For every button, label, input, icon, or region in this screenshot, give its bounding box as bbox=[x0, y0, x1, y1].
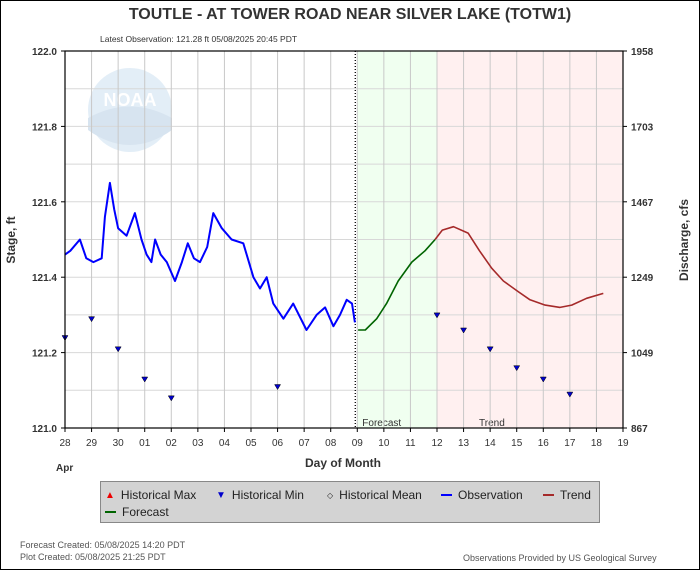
legend-historical-max: ▲ Historical Max bbox=[105, 488, 196, 502]
y-tick-label: 121.4 bbox=[32, 273, 57, 284]
y2-tick-label: 1049 bbox=[631, 349, 654, 360]
legend-observation: Observation bbox=[441, 488, 523, 502]
plot-border bbox=[64, 50, 624, 429]
historical-min-marker bbox=[88, 316, 96, 323]
x-tick-label: 01 bbox=[139, 438, 151, 449]
trend-line bbox=[434, 225, 604, 309]
x-tick-label: 19 bbox=[617, 438, 629, 449]
historical-min-marker bbox=[167, 395, 175, 402]
x-tick-label: 28 bbox=[59, 438, 71, 449]
legend-label: Historical Mean bbox=[339, 488, 422, 502]
forecast-line bbox=[358, 238, 436, 331]
historical-min-marker bbox=[566, 391, 574, 398]
y-tick-label: 122.0 bbox=[32, 47, 57, 58]
x-tick-label: 03 bbox=[192, 438, 204, 449]
legend-label: Observation bbox=[458, 488, 523, 502]
x-tick-label: 17 bbox=[564, 438, 576, 449]
y2-tick-label: 1958 bbox=[631, 47, 654, 58]
x-tick-label: 05 bbox=[245, 438, 257, 449]
x-tick-label: 18 bbox=[591, 438, 603, 449]
x-tick-label: 10 bbox=[378, 438, 390, 449]
x-tick-label: 30 bbox=[113, 438, 125, 449]
legend-label: Historical Max bbox=[120, 488, 197, 502]
historical-min-marker bbox=[433, 312, 441, 319]
legend: ▲ Historical Max ▼ Historical Min ◇ Histori… bbox=[100, 481, 600, 523]
x-axis-label: Day of Month bbox=[305, 456, 381, 470]
y2-tick-label: 1703 bbox=[631, 122, 654, 133]
historical-min-marker bbox=[486, 346, 494, 353]
y-tick-label: 121.8 bbox=[32, 122, 57, 133]
chart-title: TOUTLE - AT TOWER ROAD NEAR SILVER LAKE … bbox=[129, 6, 571, 23]
noaa-logo: NOAA bbox=[88, 68, 172, 152]
x-tick-label: 29 bbox=[86, 438, 98, 449]
line-icon bbox=[543, 494, 554, 496]
x-tick-label: 13 bbox=[458, 438, 470, 449]
y2-axis-label: Discharge, cfs bbox=[677, 199, 691, 281]
triangle-up-icon: ▲ bbox=[105, 489, 115, 501]
x-tick-label: 12 bbox=[431, 438, 443, 449]
historical-min-marker bbox=[513, 365, 521, 372]
x-tick-label: 16 bbox=[538, 438, 550, 449]
y2-tick-label: 1467 bbox=[631, 198, 654, 209]
historical-min-marker bbox=[114, 346, 122, 353]
y-tick-label: 121.0 bbox=[32, 424, 57, 435]
x-tick-label: 02 bbox=[166, 438, 178, 449]
historical-min-marker bbox=[460, 327, 468, 334]
region-label-forecast: Forecast bbox=[362, 418, 401, 429]
observation-line bbox=[64, 181, 356, 331]
plot-created: Plot Created: 05/08/2025 21:25 PDT bbox=[20, 552, 166, 562]
x-tick-label: 04 bbox=[219, 438, 231, 449]
legend-trend: Trend bbox=[543, 488, 591, 502]
line-icon bbox=[105, 511, 116, 513]
month-label: Apr bbox=[56, 463, 73, 474]
legend-historical-min: ▼ Historical Min bbox=[216, 488, 304, 502]
data-provider: Observations Provided by US Geological S… bbox=[463, 553, 657, 563]
x-tick-label: 14 bbox=[485, 438, 497, 449]
x-tick-label: 15 bbox=[511, 438, 523, 449]
logo-text: NOAA bbox=[104, 90, 157, 110]
region-label-trend: Trend bbox=[479, 418, 505, 429]
legend-label: Forecast bbox=[122, 505, 169, 519]
latest-observation: Latest Observation: 121.28 ft 05/08/2025… bbox=[100, 34, 297, 44]
y2-tick-label: 1249 bbox=[631, 273, 654, 284]
legend-forecast: Forecast bbox=[105, 505, 169, 519]
logo-wave bbox=[88, 106, 172, 145]
legend-label: Trend bbox=[560, 488, 591, 502]
legend-historical-mean: ◇ Historical Mean bbox=[327, 488, 422, 502]
x-tick-label: 08 bbox=[325, 438, 337, 449]
y-tick-label: 121.6 bbox=[32, 198, 57, 209]
diamond-icon: ◇ bbox=[327, 490, 334, 500]
historical-min-marker bbox=[274, 384, 282, 391]
historical-min-marker bbox=[141, 376, 149, 383]
y-tick-label: 121.2 bbox=[32, 349, 57, 360]
historical-min-marker bbox=[539, 376, 547, 383]
x-tick-label: 09 bbox=[352, 438, 364, 449]
plot-area: Forecast Trend NOAA 28 29 30 01 02 03 04 05 06 07 08 0… bbox=[32, 47, 654, 449]
y2-tick-label: 867 bbox=[631, 424, 648, 435]
x-tick-label: 07 bbox=[299, 438, 311, 449]
forecast-created: Forecast Created: 05/08/2025 14:20 PDT bbox=[20, 540, 186, 550]
line-icon bbox=[441, 494, 452, 496]
legend-label: Historical Min bbox=[231, 488, 304, 502]
x-tick-label: 06 bbox=[272, 438, 284, 449]
y-axis-label: Stage, ft bbox=[4, 216, 18, 263]
x-tick-label: 11 bbox=[405, 438, 416, 449]
triangle-down-icon: ▼ bbox=[216, 489, 226, 501]
